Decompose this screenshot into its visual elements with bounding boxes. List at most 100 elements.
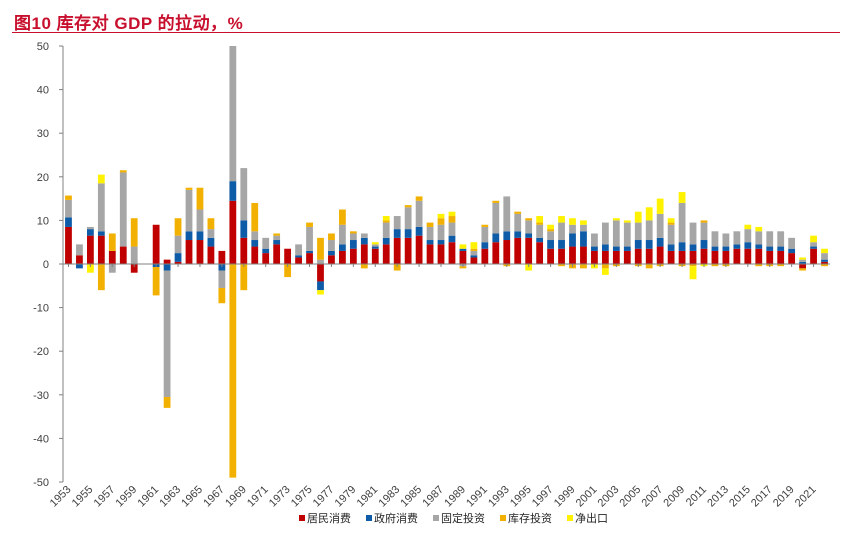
bar-segment [470, 248, 478, 251]
bar-segment [755, 226, 763, 232]
bar-segment [821, 264, 828, 267]
bar-segment [130, 264, 138, 273]
legend-label: 固定投资 [441, 511, 485, 525]
bar-segment [492, 200, 500, 203]
bar-segment [689, 244, 697, 251]
bar-segment [426, 222, 434, 227]
bar-segment [284, 248, 292, 264]
bar-segment [459, 248, 467, 251]
bar-segment [382, 220, 390, 223]
bar-segment [470, 257, 478, 264]
bar-segment [174, 253, 182, 262]
bar-segment [514, 237, 522, 264]
bar-segment [360, 244, 368, 264]
bar-segment [689, 266, 697, 280]
bar-segment [382, 237, 390, 245]
bar-segment [207, 246, 215, 264]
bar-segment [700, 240, 708, 249]
bar-segment [240, 220, 248, 238]
bar-segment [273, 235, 281, 241]
bar-segment [810, 235, 817, 243]
legend-swatch [567, 515, 573, 521]
bar-segment [174, 261, 182, 264]
bar-segment [426, 240, 434, 245]
bar-segment [744, 242, 752, 249]
bar-segment [777, 246, 785, 251]
bar-segment [580, 246, 587, 264]
bar-segment [601, 250, 609, 264]
bar-segment [601, 222, 609, 245]
bar-segment [656, 213, 664, 238]
x-tick-label: 1977 [311, 484, 337, 510]
bar-segment [459, 250, 467, 264]
bar-segment [262, 248, 270, 254]
bar-segment [733, 244, 741, 249]
bar-segment [821, 248, 828, 254]
bar-segment [65, 195, 72, 200]
bar-segment [667, 224, 675, 245]
bar-segment [426, 244, 434, 264]
bar-segment [196, 240, 204, 264]
bar-segment [119, 172, 127, 247]
bar-segment [580, 220, 587, 225]
bar-segment [678, 202, 686, 243]
bar-segment [601, 264, 609, 269]
bar-segment [284, 264, 292, 278]
x-tick-label: 1953 [48, 484, 74, 510]
bar-segment [536, 237, 544, 243]
bar-segment [108, 250, 116, 264]
bar-segment [448, 235, 456, 243]
bar-segment [580, 224, 587, 232]
bar-segment [360, 237, 368, 245]
bar-segment [525, 237, 533, 264]
bar-segment [349, 248, 357, 264]
bar-segment [821, 259, 828, 262]
bar-segment [459, 244, 467, 249]
x-tick-label: 1983 [377, 484, 403, 510]
y-tick-label: 40 [37, 85, 49, 97]
bar-segment [448, 242, 456, 264]
bar-segment [755, 248, 763, 264]
bar-segment [623, 250, 631, 264]
y-tick-label: -20 [33, 346, 49, 358]
bar-segment [711, 246, 719, 251]
bar-segment [536, 242, 544, 264]
bar-segment [612, 250, 620, 264]
bar-segment [645, 207, 653, 221]
bar-segment [317, 264, 324, 282]
bar-segment [87, 264, 94, 273]
bar-segment [788, 253, 796, 264]
bar-segment [382, 222, 390, 238]
x-tick-label: 1997 [530, 484, 556, 510]
bar-segment [426, 226, 434, 241]
x-tick-label: 1987 [420, 484, 446, 510]
bar-segment [97, 174, 105, 184]
bar-segment [262, 253, 270, 264]
bar-segment [722, 233, 730, 247]
bar-segment [700, 220, 708, 223]
bar-segment [645, 220, 653, 241]
bar-segment [65, 199, 72, 218]
bar-segment [251, 202, 259, 232]
bar-segment [306, 253, 313, 264]
bar-segment [317, 290, 324, 295]
bar-segment [591, 246, 598, 251]
bar-segment [371, 248, 379, 264]
bar-segment [273, 240, 281, 245]
bar-segment [755, 231, 763, 245]
bar-segment [295, 244, 302, 256]
bar-segment [163, 270, 171, 397]
bar-segment [87, 226, 94, 230]
bar-segment [163, 259, 171, 264]
bar-segment [262, 237, 270, 249]
bar-segment [306, 226, 313, 251]
bar-segment [558, 240, 565, 249]
bar-segment [163, 396, 171, 408]
bar-segment [634, 240, 642, 249]
bar-segment [744, 229, 752, 243]
bar-segment [525, 218, 533, 221]
y-tick-label: 20 [37, 172, 49, 184]
bar-segment [448, 222, 456, 236]
x-tick-label: 1955 [70, 484, 96, 510]
